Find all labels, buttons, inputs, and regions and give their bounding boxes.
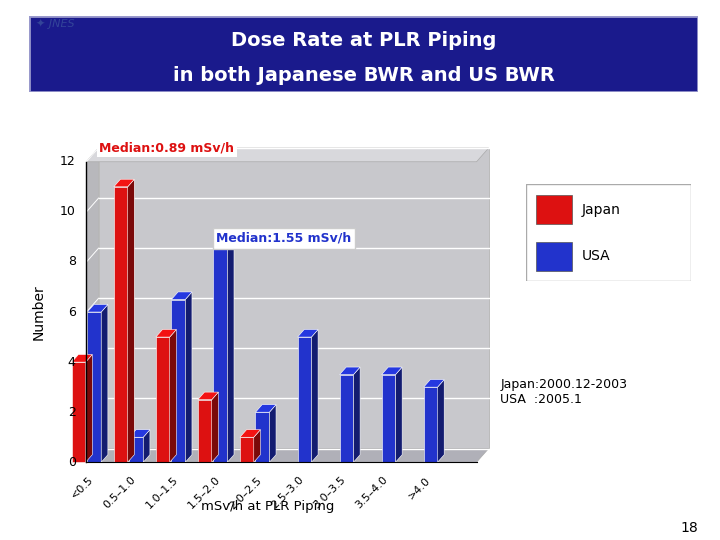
Polygon shape [127, 179, 135, 462]
Polygon shape [156, 329, 176, 337]
Polygon shape [269, 404, 276, 462]
Text: Median:0.89 mSv/h: Median:0.89 mSv/h [99, 141, 235, 155]
Text: Japan:2000.12-2003
USA  :2005.1: Japan:2000.12-2003 USA :2005.1 [500, 378, 627, 406]
Polygon shape [438, 380, 444, 462]
Polygon shape [395, 367, 402, 462]
Polygon shape [382, 367, 402, 375]
FancyBboxPatch shape [526, 184, 691, 281]
Polygon shape [114, 179, 135, 187]
Text: 1.0–1.5: 1.0–1.5 [144, 475, 180, 511]
Polygon shape [340, 375, 354, 462]
Polygon shape [171, 292, 192, 300]
Text: 18: 18 [680, 521, 698, 535]
Polygon shape [143, 430, 150, 462]
Polygon shape [86, 148, 99, 462]
Polygon shape [253, 430, 261, 462]
Text: 3.5–4.0: 3.5–4.0 [354, 475, 390, 511]
Text: Japan: Japan [582, 203, 621, 217]
Text: 1.5–2.0: 1.5–2.0 [186, 475, 222, 511]
Polygon shape [171, 300, 185, 462]
Polygon shape [156, 337, 170, 462]
Text: <0.5: <0.5 [70, 475, 96, 501]
Text: 2: 2 [68, 406, 76, 419]
Text: 8: 8 [68, 255, 76, 268]
Text: 3.0–3.5: 3.0–3.5 [312, 475, 348, 511]
Polygon shape [185, 292, 192, 462]
Polygon shape [423, 387, 438, 462]
Text: 10: 10 [60, 205, 76, 218]
Polygon shape [86, 148, 489, 162]
Bar [536, 195, 572, 225]
Text: 2.5–3.0: 2.5–3.0 [270, 475, 306, 511]
Text: >4.0: >4.0 [406, 475, 432, 501]
Polygon shape [72, 355, 92, 362]
Text: Dose Rate at PLR Piping: Dose Rate at PLR Piping [231, 31, 496, 50]
Polygon shape [86, 449, 489, 462]
Text: mSv/h at PLR Piping: mSv/h at PLR Piping [201, 500, 334, 513]
Polygon shape [130, 430, 150, 437]
Text: 0.5–1.0: 0.5–1.0 [102, 475, 138, 511]
Polygon shape [86, 355, 92, 462]
Polygon shape [240, 437, 253, 462]
Polygon shape [170, 329, 176, 462]
Polygon shape [198, 392, 218, 400]
Text: 6: 6 [68, 306, 76, 319]
Polygon shape [297, 337, 312, 462]
Text: 0: 0 [68, 456, 76, 469]
Polygon shape [130, 437, 143, 462]
Text: USA: USA [582, 249, 611, 264]
Polygon shape [240, 430, 261, 437]
Polygon shape [102, 305, 108, 462]
Text: 2.0–2.5: 2.0–2.5 [228, 475, 264, 511]
Polygon shape [213, 242, 234, 249]
Text: 4: 4 [68, 356, 76, 369]
Polygon shape [228, 242, 234, 462]
Text: Number: Number [32, 284, 46, 340]
Polygon shape [297, 329, 318, 337]
Polygon shape [256, 404, 276, 412]
Polygon shape [213, 249, 228, 462]
Polygon shape [99, 148, 489, 449]
FancyBboxPatch shape [29, 16, 698, 92]
Polygon shape [87, 312, 102, 462]
Polygon shape [354, 367, 360, 462]
Polygon shape [312, 329, 318, 462]
Polygon shape [212, 392, 218, 462]
Polygon shape [256, 412, 269, 462]
Text: Median:1.55 mSv/h: Median:1.55 mSv/h [217, 232, 352, 245]
Polygon shape [72, 362, 86, 462]
Polygon shape [198, 400, 212, 462]
Bar [536, 242, 572, 271]
Polygon shape [340, 367, 360, 375]
Polygon shape [87, 305, 108, 312]
Text: ✦ JNES: ✦ JNES [36, 19, 75, 30]
Text: in both Japanese BWR and US BWR: in both Japanese BWR and US BWR [173, 66, 554, 85]
Polygon shape [382, 375, 395, 462]
Polygon shape [114, 187, 127, 462]
Text: 12: 12 [60, 156, 76, 168]
Polygon shape [423, 380, 444, 387]
